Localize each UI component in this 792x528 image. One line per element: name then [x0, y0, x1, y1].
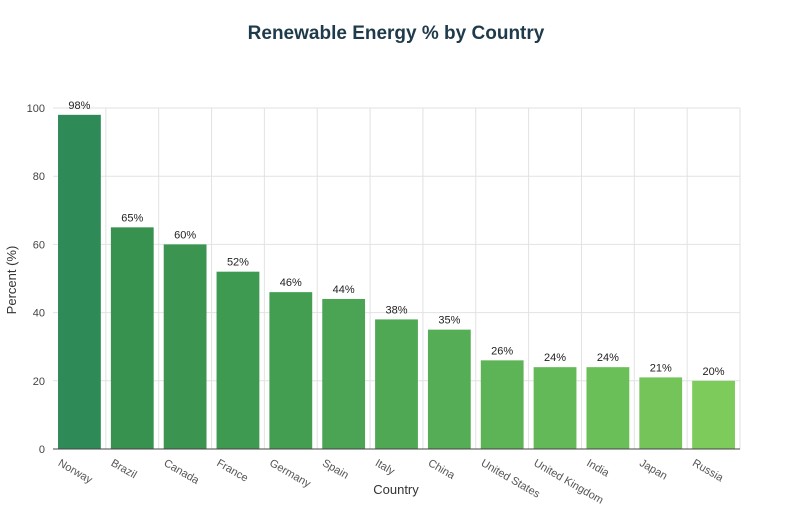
- y-tick-label: 20: [33, 376, 45, 388]
- bar: [639, 377, 683, 449]
- bar: [58, 114, 101, 449]
- x-tick-label: Italy: [373, 457, 397, 478]
- x-tick-label: China: [426, 457, 458, 482]
- data-label: 26%: [491, 345, 513, 357]
- x-tick-label: Canada: [162, 457, 202, 487]
- x-axis-label: Country: [373, 482, 419, 497]
- data-label: 24%: [544, 352, 566, 364]
- y-tick-label: 60: [33, 239, 45, 251]
- bar: [480, 360, 524, 449]
- data-label: 44%: [333, 284, 355, 296]
- data-label: 46%: [280, 277, 302, 289]
- data-label: 98%: [68, 100, 90, 112]
- bars: [58, 114, 735, 449]
- data-label: 65%: [121, 212, 143, 224]
- y-tick-label: 0: [39, 444, 45, 456]
- y-tick-label: 40: [33, 308, 45, 320]
- data-label: 60%: [174, 229, 196, 241]
- x-tick-label: Norway: [56, 457, 95, 486]
- x-tick-label: India: [584, 457, 611, 480]
- data-label: 24%: [597, 352, 619, 364]
- data-label: 35%: [438, 315, 460, 327]
- x-tick-label: Japan: [637, 457, 669, 482]
- data-label: 20%: [703, 366, 725, 378]
- bar: [692, 380, 735, 449]
- y-axis-ticks: 0 20 40 60 80 100: [27, 103, 45, 456]
- data-label: 21%: [650, 362, 672, 374]
- bar: [322, 298, 366, 449]
- x-tick-label: Germany: [267, 457, 313, 490]
- bar: [586, 367, 630, 449]
- x-tick-label: Spain: [320, 457, 350, 481]
- bar: [269, 292, 313, 449]
- data-labels: 98% 65% 60% 52% 46% 44% 38% 35% 26% 24% 24% 21% 20%: [68, 100, 724, 378]
- y-tick-label: 100: [27, 103, 45, 115]
- x-tick-label: France: [214, 457, 250, 485]
- bar: [375, 319, 418, 449]
- bar: [216, 271, 260, 449]
- chart-title: Renewable Energy % by Country: [248, 23, 545, 44]
- x-tick-label: Russia: [690, 457, 726, 485]
- data-label: 38%: [385, 304, 407, 316]
- bar: [110, 227, 154, 449]
- y-axis-label: Percent (%): [4, 246, 19, 315]
- bar: [163, 244, 207, 449]
- x-tick-label: Brazil: [109, 457, 139, 481]
- y-tick-label: 80: [33, 171, 45, 183]
- data-label: 52%: [227, 257, 249, 269]
- bar: [533, 367, 577, 449]
- bar: [427, 329, 471, 449]
